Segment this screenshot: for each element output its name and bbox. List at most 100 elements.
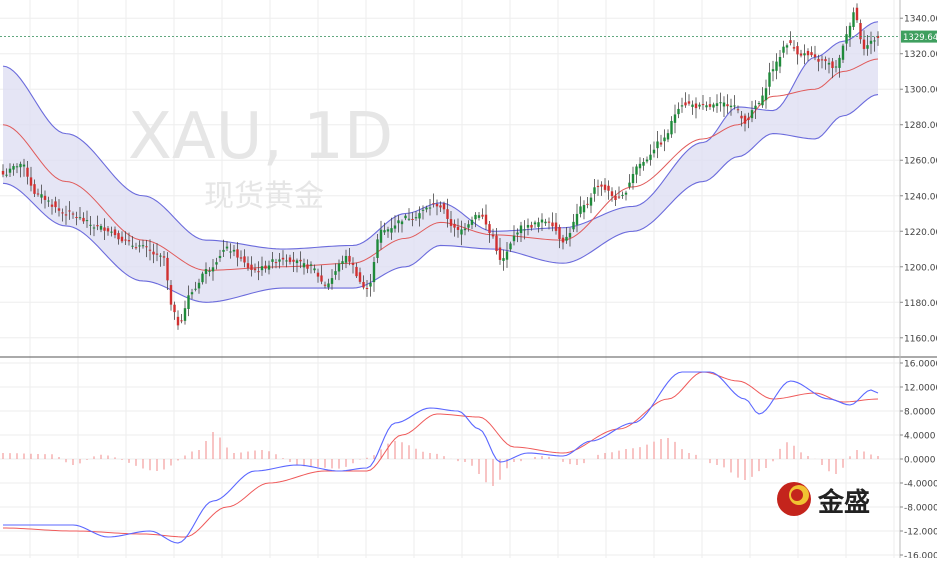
candle-body (757, 102, 761, 104)
candle-body (225, 246, 229, 249)
candle-body (610, 191, 614, 197)
macd-panel (2, 371, 879, 544)
candle-body (547, 221, 551, 223)
candle-body (582, 205, 586, 213)
candle-body (323, 284, 327, 286)
candle-body (432, 203, 435, 205)
candle-body (12, 166, 15, 170)
candle-body (593, 187, 596, 194)
candle-body (292, 259, 295, 262)
candle-body (841, 45, 845, 60)
candle-body (68, 210, 71, 212)
macd-tick-label: -16.0000 (904, 552, 937, 559)
candle-body (327, 283, 330, 288)
macd-line (3, 371, 879, 544)
candle-body (789, 40, 792, 44)
candle-body (467, 224, 470, 228)
bollinger-middle (2, 58, 879, 271)
candle-body (271, 259, 274, 262)
price-tick-label: 1260.00 (904, 157, 937, 167)
candle-body (495, 235, 498, 252)
candle-body (243, 256, 246, 263)
candle-body (796, 46, 799, 55)
macd-tick-label: -4.0000 (904, 480, 937, 490)
candle-body (733, 105, 736, 107)
macd-tick-label: 8.0000 (904, 408, 936, 418)
candle-body (771, 69, 775, 72)
candle-body (813, 54, 817, 58)
candle-body (257, 271, 260, 273)
candle-body (855, 7, 859, 21)
candle-body (404, 215, 407, 219)
candle-body (253, 268, 257, 271)
candle-body (551, 222, 554, 227)
candle-body (537, 222, 540, 227)
candle-body (519, 225, 523, 234)
candle-body (43, 195, 47, 200)
candle-body (334, 271, 337, 275)
candle-body (638, 163, 642, 169)
price-tick-label: 1240.00 (904, 192, 937, 202)
candle-body (96, 225, 99, 227)
candle-body (421, 209, 425, 211)
candle-body (568, 233, 572, 238)
candle-body (260, 266, 264, 271)
candle-body (64, 214, 68, 216)
candle-body (211, 267, 215, 272)
candle-body (544, 221, 547, 224)
candle-body (498, 247, 502, 260)
candle-body (761, 95, 764, 106)
candle-body (372, 262, 376, 283)
candle-body (341, 261, 344, 264)
candle-body (806, 50, 810, 56)
candle-body (575, 213, 579, 225)
candle-body (509, 243, 512, 250)
candle-body (40, 194, 43, 198)
candle-body (162, 256, 166, 258)
candle-body (159, 255, 162, 257)
candle-body (831, 61, 834, 69)
candle-body (435, 203, 439, 207)
candle-body (229, 251, 232, 253)
candle-body (530, 224, 533, 228)
candle-body (827, 62, 831, 65)
candle-body (736, 109, 740, 111)
candle-body (561, 237, 565, 243)
candles (0, 3, 900, 330)
candle-body (845, 34, 848, 44)
candle-body (817, 58, 820, 62)
candle-body (246, 263, 250, 268)
candle-body (365, 287, 369, 289)
candle-body (285, 260, 288, 262)
candle-body (505, 251, 509, 260)
candle-body (656, 141, 659, 149)
candle-body (628, 182, 631, 187)
macd-tick-label: 0.0000 (904, 456, 936, 466)
watermark-symbol: XAU, 1D (128, 100, 393, 174)
candle-body (33, 184, 36, 194)
candle-body (810, 52, 813, 56)
candle-body (526, 224, 530, 228)
candle-body (873, 40, 876, 42)
candle-body (635, 166, 638, 175)
candle-body (176, 316, 180, 326)
candle-body (106, 228, 110, 232)
price-tick-label: 1220.00 (904, 228, 937, 238)
candle-body (607, 185, 610, 191)
candle-body (792, 47, 796, 49)
candle-body (729, 105, 733, 108)
candle-body (208, 270, 211, 272)
candle-body (78, 217, 82, 219)
candle-body (414, 217, 418, 219)
candle-body (533, 222, 537, 225)
candle-body (516, 232, 519, 235)
candle-body (649, 154, 652, 160)
candle-body (824, 59, 827, 62)
price-tick-label: 1320.00 (904, 50, 937, 60)
candle-body (425, 207, 428, 210)
candle-body (705, 105, 708, 108)
candle-body (470, 219, 474, 225)
candle-body (463, 228, 467, 231)
candle-body (295, 260, 299, 264)
candle-body (474, 214, 477, 220)
